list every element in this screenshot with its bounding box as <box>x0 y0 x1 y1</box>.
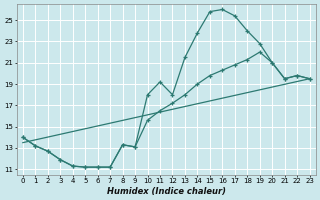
X-axis label: Humidex (Indice chaleur): Humidex (Indice chaleur) <box>107 187 226 196</box>
